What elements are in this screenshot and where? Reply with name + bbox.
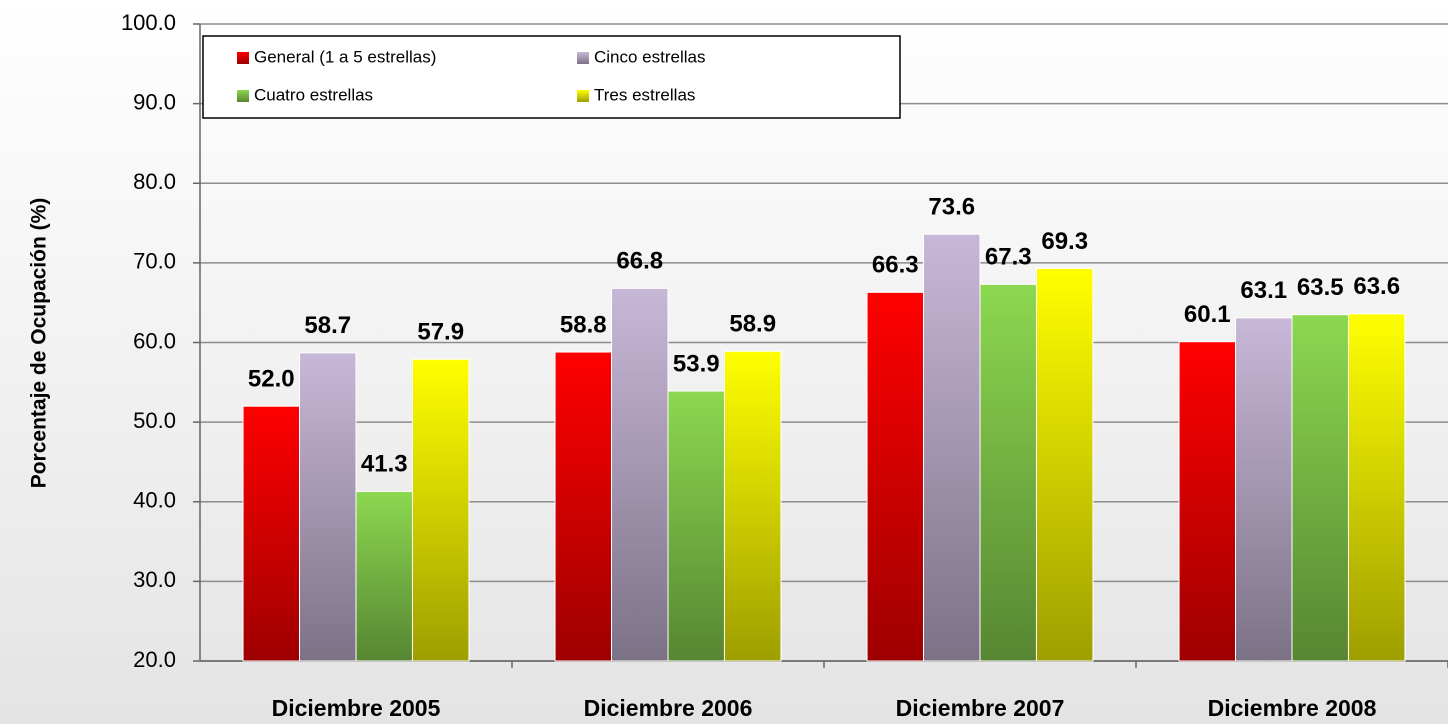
value-label: 63.5	[1297, 274, 1344, 301]
legend-swatch	[237, 52, 249, 64]
legend-label: General (1 a 5 estrellas)	[254, 47, 436, 66]
legend-label: Cinco estrellas	[594, 47, 706, 66]
bar	[1291, 314, 1349, 662]
value-label: 63.6	[1353, 273, 1400, 300]
y-tick-label: 70.0	[133, 249, 176, 274]
bar	[611, 287, 669, 662]
legend-label: Cuatro estrellas	[254, 85, 373, 104]
value-label: 58.9	[729, 311, 776, 338]
y-tick-label: 60.0	[133, 328, 176, 353]
y-axis-label: Porcentaje de Ocupación (%)	[28, 198, 51, 489]
value-label: 52.0	[248, 366, 295, 393]
x-tick-label: Diciembre 2008	[1208, 695, 1377, 721]
bar	[299, 352, 357, 662]
y-tick-label: 20.0	[133, 647, 176, 672]
y-tick-label: 100.0	[121, 10, 176, 35]
bar	[355, 490, 413, 662]
value-label: 69.3	[1041, 228, 1088, 255]
bar	[411, 358, 470, 662]
value-label: 66.8	[616, 248, 663, 275]
value-label: 53.9	[673, 350, 720, 377]
bar	[723, 350, 782, 662]
y-tick-label: 50.0	[133, 408, 176, 433]
value-label: 63.1	[1240, 277, 1287, 304]
bar	[1035, 267, 1094, 662]
bar	[866, 291, 925, 662]
value-label: 41.3	[361, 451, 408, 478]
legend-swatch	[577, 52, 589, 64]
y-tick-label: 80.0	[133, 169, 176, 194]
bar	[554, 351, 613, 662]
value-label: 60.1	[1184, 301, 1231, 328]
bar	[1178, 341, 1237, 662]
legend	[202, 35, 901, 119]
y-tick-label: 40.0	[133, 488, 176, 513]
bar	[667, 390, 725, 662]
legend-swatch	[237, 90, 249, 102]
x-tick-label: Diciembre 2005	[272, 695, 441, 721]
y-tick-label: 90.0	[133, 89, 176, 114]
bar	[1347, 313, 1406, 662]
value-label: 58.7	[304, 312, 351, 339]
value-label: 73.6	[928, 194, 975, 221]
value-label: 67.3	[985, 244, 1032, 271]
bar	[979, 283, 1037, 662]
legend-label: Tres estrellas	[594, 85, 695, 104]
value-label: 58.8	[560, 311, 607, 338]
x-tick-label: Diciembre 2006	[584, 695, 753, 721]
legend-swatch	[577, 90, 589, 102]
value-label: 57.9	[417, 319, 464, 346]
bar	[242, 405, 301, 662]
value-label: 66.3	[872, 252, 919, 279]
bar	[1235, 317, 1293, 662]
x-tick-label: Diciembre 2007	[896, 695, 1065, 721]
y-tick-label: 30.0	[133, 567, 176, 592]
bar	[923, 233, 981, 662]
